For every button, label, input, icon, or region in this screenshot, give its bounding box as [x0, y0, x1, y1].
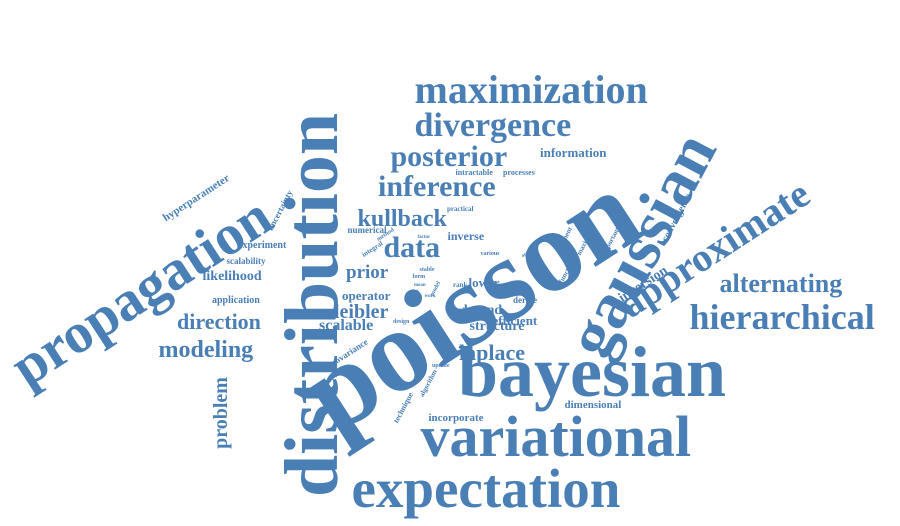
word-problem: problem — [211, 377, 231, 449]
word-operator: operator — [342, 289, 390, 302]
word-propagation: propagation — [1, 186, 281, 395]
word-prior: prior — [346, 263, 388, 282]
word-likelihood: likelihood — [203, 270, 262, 284]
word-dimensional: dimensional — [565, 400, 622, 411]
word-various: various — [481, 251, 500, 257]
word-expectation: expectation — [352, 461, 621, 516]
word-alternating: alternating — [720, 271, 843, 297]
word-analyze: analyze — [449, 307, 478, 316]
word-maximization: maximization — [415, 70, 648, 110]
word-divergence: divergence — [415, 109, 572, 143]
word-count: count — [533, 266, 545, 271]
word-incorporate: incorporate — [429, 413, 484, 424]
word-factor: factor — [418, 235, 431, 240]
word-experiment: experiment — [238, 241, 286, 251]
word-efficient: efficient — [493, 314, 538, 327]
word-modeling: modeling — [159, 338, 254, 362]
word-hierarchical: hierarchical — [690, 299, 875, 335]
word-data: data — [384, 233, 441, 263]
word-processes: processes — [503, 169, 535, 177]
word-stable: stable — [420, 267, 435, 273]
word-form: form — [413, 274, 426, 280]
word-rank: rank — [453, 282, 467, 289]
word-information: information — [540, 146, 606, 159]
word-inverse: inverse — [448, 230, 485, 242]
word-work: work — [425, 294, 436, 299]
word-application: application — [212, 296, 260, 306]
word-intractable: intractable — [456, 169, 493, 177]
word-practical: practical — [447, 206, 473, 213]
word-integral: integral — [360, 240, 383, 259]
word-lower: lower — [469, 276, 500, 289]
word-laplace: laplace — [459, 342, 525, 364]
word-direction: direction — [177, 311, 261, 333]
word-scalable: scalable — [319, 318, 373, 334]
word-derive: derive — [513, 296, 537, 305]
word-design: design — [393, 319, 409, 325]
word-update: update — [432, 363, 450, 369]
word-scalability: scalability — [227, 257, 266, 266]
